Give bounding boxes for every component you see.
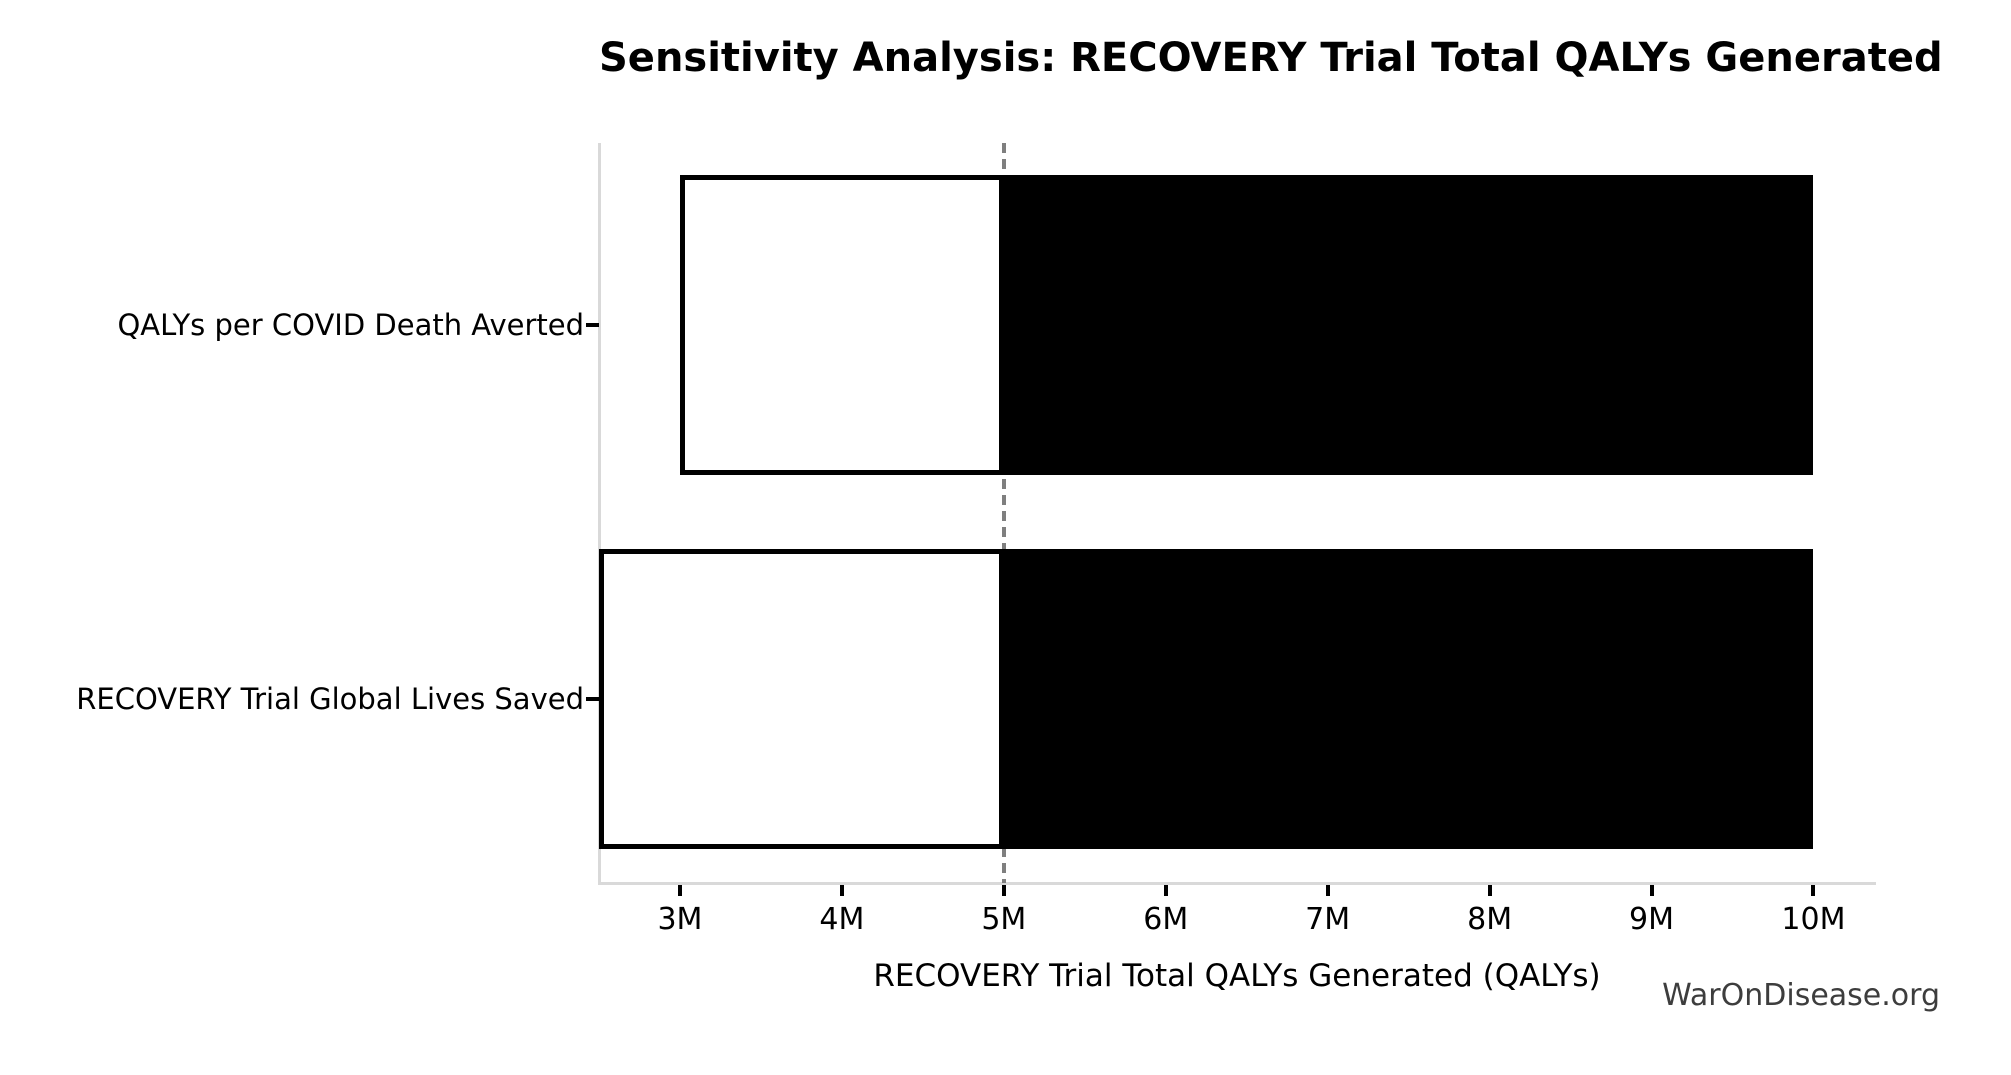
y-tick [586, 323, 599, 328]
x-axis-label: RECOVERY Trial Total QALYs Generated (QA… [873, 958, 1601, 994]
x-tick-label: 8M [1467, 902, 1513, 937]
chart-title: Sensitivity Analysis: RECOVERY Trial Tot… [599, 35, 1943, 81]
y-tick-label: QALYs per COVID Death Averted [117, 308, 584, 343]
x-tick-label: 4M [819, 902, 865, 937]
base-case-line [1001, 143, 1006, 883]
x-tick-label: 5M [981, 902, 1027, 937]
y-tick [586, 696, 599, 701]
bar-high-segment [1003, 175, 1814, 476]
x-tick-label: 9M [1629, 902, 1675, 937]
x-tick [1163, 885, 1168, 896]
bar-low-segment [679, 175, 1004, 476]
x-tick-label: 3M [657, 902, 703, 937]
x-tick-label: 7M [1305, 902, 1351, 937]
x-tick-label: 10M [1781, 902, 1846, 937]
x-tick [1649, 885, 1654, 896]
plot-area: QALYs per COVID Death Averted RECOVERY Tr… [76, 143, 1876, 937]
x-tick [1325, 885, 1330, 896]
watermark: WarOnDisease.org [1662, 978, 1940, 1013]
x-tick [1811, 885, 1816, 896]
y-axis-spine [598, 143, 601, 883]
x-axis-spine [598, 882, 1876, 885]
bar-high-segment [1003, 548, 1814, 849]
x-tick-label: 6M [1143, 902, 1189, 937]
x-tick [839, 885, 844, 896]
bar-low-segment [599, 548, 1004, 849]
x-tick [1001, 885, 1006, 896]
x-tick [677, 885, 682, 896]
y-tick-label: RECOVERY Trial Global Lives Saved [76, 681, 584, 716]
x-tick [1487, 885, 1492, 896]
